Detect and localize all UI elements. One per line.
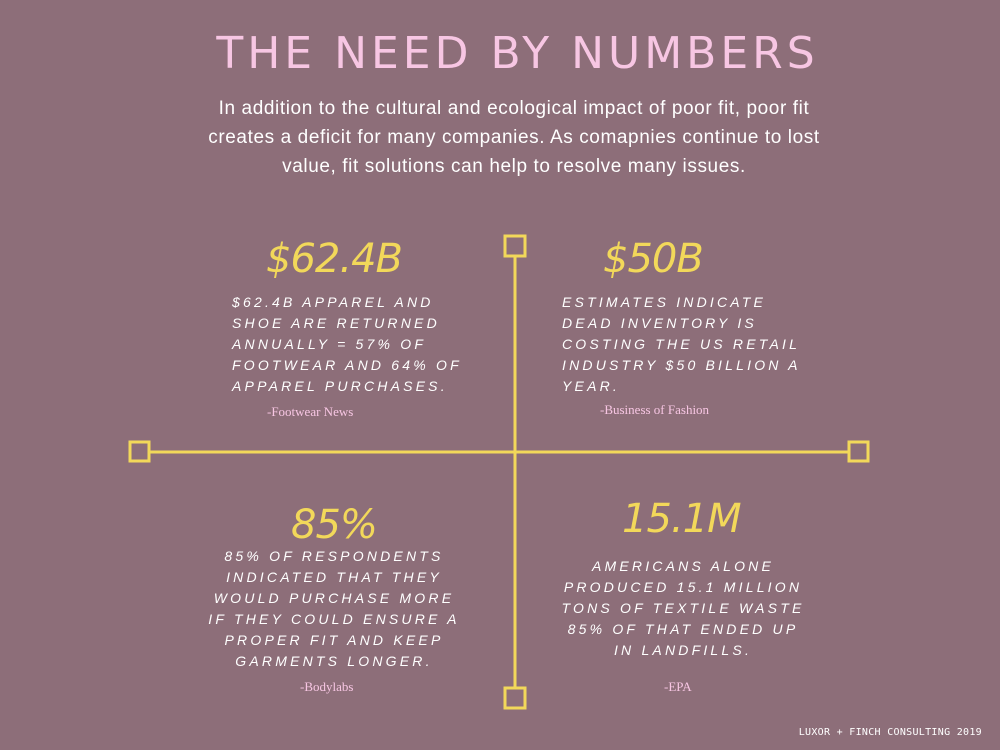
intro-paragraph: In addition to the cultural and ecologic… xyxy=(208,98,820,177)
stat-description-returns: $62.4B APPAREL AND SHOE ARE RETURNED ANN… xyxy=(232,292,492,397)
description-line: 85% OF THAT ENDED UP xyxy=(567,621,799,637)
stat-value-respondents: 85% xyxy=(291,502,378,548)
page-title: THE NEED BY NUMBERS xyxy=(216,28,819,79)
description-line: GARMENTS LONGER. xyxy=(235,653,433,669)
description-line: APPAREL PURCHASES. xyxy=(232,378,448,394)
stat-description-textile-waste: AMERICANS ALONE PRODUCED 15.1 MILLION TO… xyxy=(552,556,814,661)
description-line: DEAD INVENTORY IS xyxy=(562,315,757,331)
stat-source-returns: -Footwear News xyxy=(267,404,354,419)
description-line: INDUSTRY $50 BILLION A xyxy=(562,357,801,373)
description-line: ESTIMATES INDICATE xyxy=(562,294,767,310)
description-line: PROPER FIT AND KEEP xyxy=(224,632,444,648)
stat-source-dead-inventory: -Business of Fashion xyxy=(600,402,710,417)
left-square-marker xyxy=(128,440,151,463)
stat-value-textile-waste: 15.1M xyxy=(622,496,742,542)
description-line: WOULD PURCHASE MORE xyxy=(213,590,455,606)
stat-value-returns: $62.4B xyxy=(266,236,403,282)
description-line: TONS OF TEXTILE WASTE xyxy=(561,600,805,616)
description-line: SHOE ARE RETURNED xyxy=(232,315,440,331)
description-line: AMERICANS ALONE xyxy=(591,558,775,574)
bottom-square-marker xyxy=(503,686,527,710)
description-line: ANNUALLY = 57% OF xyxy=(232,336,427,352)
stat-description-dead-inventory: ESTIMATES INDICATE DEAD INVENTORY IS COS… xyxy=(562,292,822,397)
description-line: YEAR. xyxy=(562,378,621,394)
description-line: 85% OF RESPONDENTS xyxy=(224,548,444,564)
stat-source-respondents: -Bodylabs xyxy=(300,679,354,694)
description-line: COSTING THE US RETAIL xyxy=(562,336,801,352)
description-line: IN LANDFILLS. xyxy=(613,642,753,658)
description-line: PRODUCED 15.1 MILLION xyxy=(563,579,803,595)
footer-credit: LUXOR + FINCH CONSULTING 2019 xyxy=(798,727,982,738)
description-line: FOOTWEAR AND 64% OF xyxy=(232,357,462,373)
right-square-marker xyxy=(847,440,870,463)
top-square-marker xyxy=(503,234,527,258)
description-line: IF THEY COULD ENSURE A xyxy=(208,611,460,627)
stat-description-respondents: 85% OF RESPONDENTS INDICATED THAT THEY W… xyxy=(200,546,468,672)
description-line: $62.4B APPAREL AND xyxy=(232,294,434,310)
stat-value-dead-inventory: $50B xyxy=(603,236,704,282)
stat-source-textile-waste: -EPA xyxy=(664,679,692,694)
description-line: INDICATED THAT THEY xyxy=(226,569,442,585)
